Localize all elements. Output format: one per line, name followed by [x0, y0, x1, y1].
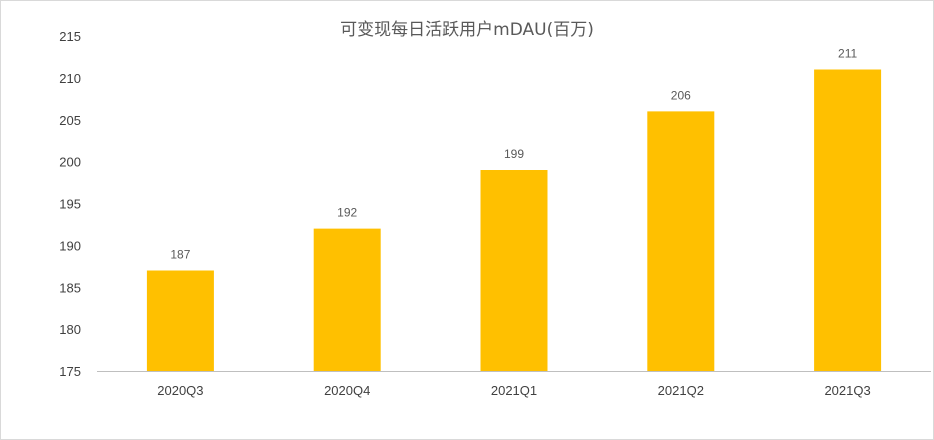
data-label: 192: [337, 206, 357, 220]
y-tick-label: 215: [59, 29, 81, 44]
data-label: 211: [838, 47, 857, 61]
y-tick-label: 200: [59, 155, 81, 170]
bar-series: [146, 69, 882, 371]
y-axis-ticks: 175 180 185 190 195 200 205 210 215: [59, 29, 81, 379]
data-label: 206: [671, 88, 691, 102]
y-tick-label: 210: [59, 71, 81, 86]
bar: [146, 270, 214, 371]
x-category-label: 2021Q1: [491, 383, 537, 398]
y-tick-label: 175: [59, 364, 81, 379]
x-category-label: 2021Q2: [658, 383, 704, 398]
chart-title: 可变现每日活跃用户mDAU(百万): [340, 20, 594, 40]
bar: [814, 69, 882, 371]
x-category-label: 2020Q4: [324, 383, 370, 398]
data-labels: 187 192 199 206 211: [170, 47, 857, 262]
bar: [647, 111, 715, 371]
data-label: 187: [170, 248, 190, 262]
y-tick-label: 180: [59, 322, 81, 337]
y-tick-label: 185: [59, 280, 81, 295]
y-tick-label: 195: [59, 197, 81, 212]
y-tick-label: 190: [59, 238, 81, 253]
x-category-label: 2021Q3: [824, 383, 870, 398]
x-axis-category-labels: 2020Q3 2020Q4 2021Q1 2021Q2 2021Q3: [157, 383, 870, 398]
y-tick-label: 205: [59, 113, 81, 128]
data-label: 199: [504, 147, 524, 161]
x-category-label: 2020Q3: [157, 383, 203, 398]
bar: [480, 170, 548, 371]
bar: [313, 228, 381, 371]
